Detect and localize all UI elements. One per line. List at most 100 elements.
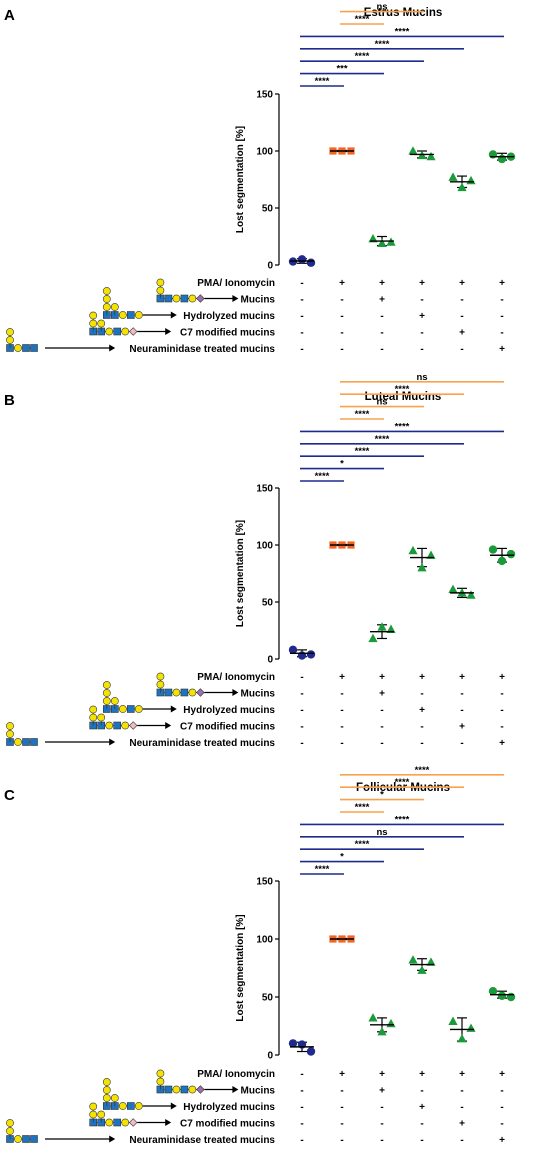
galactose-icon bbox=[156, 278, 165, 287]
galactose-icon bbox=[6, 336, 14, 344]
treatment-sign: + bbox=[339, 1069, 345, 1080]
galactose-icon bbox=[172, 688, 181, 697]
treatment-sign: - bbox=[340, 1102, 343, 1113]
treatment-sign: - bbox=[500, 1086, 503, 1097]
galactose-icon bbox=[89, 319, 98, 328]
significance-label: **** bbox=[355, 409, 370, 420]
galactose-icon bbox=[14, 738, 22, 746]
treatment-sign: - bbox=[500, 328, 503, 339]
treatment-sign: - bbox=[500, 722, 503, 733]
arrow-head bbox=[109, 1135, 116, 1143]
treatment-label: Neuraminidase treated mucins bbox=[129, 738, 275, 749]
treatment-label: Hydrolyzed mucins bbox=[183, 1102, 275, 1113]
galactose-icon bbox=[102, 295, 111, 303]
panel-letter: A bbox=[4, 7, 15, 24]
significance-label: **** bbox=[315, 864, 330, 875]
y-tick-label: 150 bbox=[256, 484, 273, 495]
treatment-sign: - bbox=[460, 1135, 463, 1146]
data-group bbox=[368, 622, 396, 643]
y-axis-label: Lost segmentation [%] bbox=[235, 520, 246, 627]
galactose-icon bbox=[134, 311, 143, 319]
data-point bbox=[377, 622, 387, 631]
treatment-sign: - bbox=[460, 738, 463, 749]
arrow-head bbox=[170, 1102, 177, 1110]
data-point bbox=[297, 255, 307, 264]
treatment-sign: - bbox=[420, 1119, 423, 1130]
significance-label: **** bbox=[355, 802, 370, 813]
treatment-sign: - bbox=[500, 295, 503, 306]
treatment-sign: - bbox=[460, 1086, 463, 1097]
data-point bbox=[386, 1018, 396, 1028]
treatment-sign: + bbox=[379, 1069, 385, 1080]
y-tick-label: 150 bbox=[256, 90, 273, 101]
treatment-label: Hydrolyzed mucins bbox=[183, 705, 275, 716]
glcnac-icon bbox=[113, 327, 121, 336]
treatment-sign: + bbox=[499, 278, 505, 289]
treatment-sign: - bbox=[300, 295, 303, 306]
glcnac-icon bbox=[22, 1135, 30, 1143]
galactose-icon bbox=[156, 286, 165, 295]
y-tick-label: 100 bbox=[256, 147, 273, 158]
galactose-icon bbox=[102, 689, 111, 697]
treatment-sign: - bbox=[300, 328, 303, 339]
galactose-icon bbox=[105, 327, 114, 336]
data-point bbox=[368, 633, 378, 643]
treatment-sign: + bbox=[419, 1102, 425, 1113]
data-point bbox=[408, 545, 418, 555]
data-point bbox=[497, 991, 507, 1001]
treatment-sign: - bbox=[500, 1102, 503, 1113]
galactose-icon bbox=[6, 328, 14, 336]
treatment-sign: + bbox=[459, 1069, 465, 1080]
treatment-sign: + bbox=[459, 1119, 465, 1130]
galactose-icon bbox=[188, 1085, 197, 1094]
data-group bbox=[329, 541, 355, 549]
significance-label: **** bbox=[315, 76, 330, 87]
treatment-sign: - bbox=[420, 328, 423, 339]
treatment-sign: - bbox=[420, 722, 423, 733]
galactose-icon bbox=[118, 705, 127, 713]
arrow-head bbox=[232, 295, 239, 302]
treatment-sign: + bbox=[459, 328, 465, 339]
galactose-icon bbox=[97, 713, 106, 722]
galactose-icon bbox=[105, 1118, 114, 1127]
data-point bbox=[377, 1027, 387, 1036]
treatment-sign: - bbox=[420, 1135, 423, 1146]
treatment-sign: + bbox=[419, 278, 425, 289]
treatment-sign: - bbox=[460, 705, 463, 716]
significance-label: **** bbox=[395, 384, 410, 395]
treatment-sign: - bbox=[300, 672, 303, 683]
significance-label: **** bbox=[375, 434, 390, 445]
treatment-sign: - bbox=[340, 1119, 343, 1130]
treatment-sign: - bbox=[340, 311, 343, 322]
treatment-sign: + bbox=[339, 278, 345, 289]
data-group bbox=[448, 1016, 476, 1043]
treatment-sign: - bbox=[460, 1102, 463, 1113]
sialic-acid-icon bbox=[128, 327, 138, 336]
data-point bbox=[466, 590, 476, 599]
data-group bbox=[329, 935, 355, 943]
galactose-icon bbox=[102, 681, 111, 689]
data-group bbox=[488, 987, 516, 1002]
galactose-icon bbox=[102, 303, 111, 311]
galactose-icon bbox=[6, 1127, 14, 1135]
treatment-sign: - bbox=[460, 311, 463, 322]
treatment-sign: - bbox=[380, 738, 383, 749]
y-tick-label: 100 bbox=[256, 935, 273, 946]
treatment-sign: + bbox=[419, 311, 425, 322]
galactose-icon bbox=[102, 1086, 111, 1094]
treatment-sign: - bbox=[340, 328, 343, 339]
data-group bbox=[288, 645, 316, 660]
significance-label: ns bbox=[376, 2, 387, 13]
glcnac-icon bbox=[30, 344, 38, 352]
treatment-sign: + bbox=[459, 722, 465, 733]
data-point bbox=[448, 1016, 458, 1025]
treatment-sign: + bbox=[459, 278, 465, 289]
treatment-sign: - bbox=[500, 705, 503, 716]
treatment-sign: - bbox=[420, 738, 423, 749]
y-axis-label: Lost segmentation [%] bbox=[235, 126, 246, 233]
arrow-head bbox=[165, 722, 172, 729]
arrow-head bbox=[170, 705, 177, 713]
sialic-acid-icon bbox=[128, 1118, 138, 1127]
glcnac-icon bbox=[22, 738, 30, 746]
significance-label: **** bbox=[375, 39, 390, 50]
